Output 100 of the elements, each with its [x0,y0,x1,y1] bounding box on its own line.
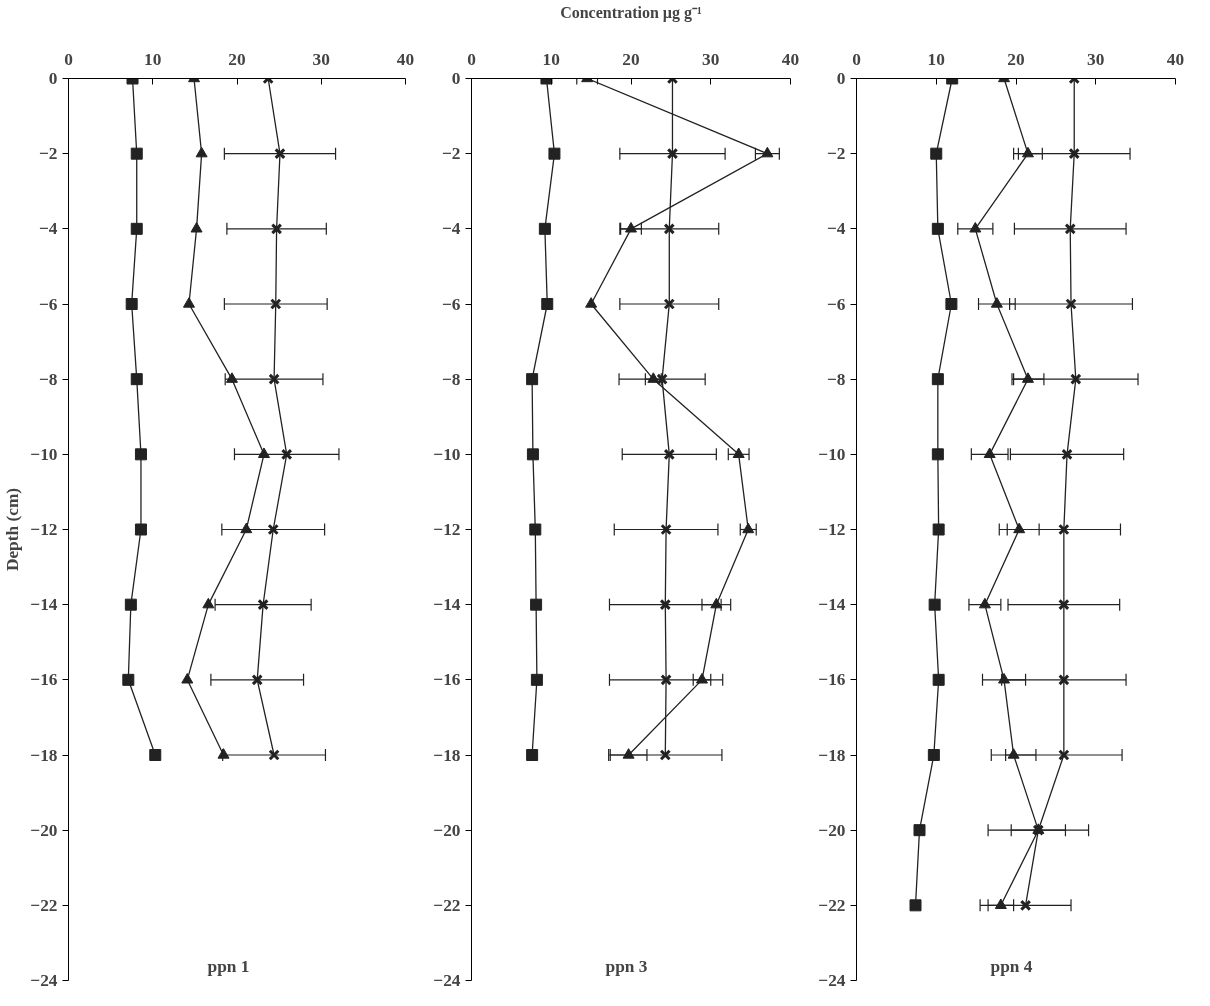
point [1058,674,1070,686]
point [130,147,143,160]
point [969,221,982,233]
y-tick-label: −4 [441,219,461,239]
point [930,147,943,160]
point [526,373,539,386]
point [217,748,230,759]
y-tick-label: −4 [38,219,58,239]
point [761,146,774,158]
y-tick-label: −10 [818,444,846,464]
point [659,598,672,611]
x-tick-label: 40 [396,49,415,69]
y-tick-label: −2 [441,144,461,164]
point [945,298,958,310]
y-tick-label: −2 [38,144,58,164]
point [134,448,147,461]
y-tick-label: −22 [30,895,58,915]
y-tick-label: −18 [818,745,846,765]
y-tick-label: −20 [433,820,461,840]
point [240,522,253,534]
x-tick-label: 30 [312,49,330,69]
point [270,223,283,235]
y-tick-label: −22 [433,895,461,915]
y-tick-label: −12 [818,520,846,539]
x-tick-label: 30 [1087,49,1105,69]
y-tick-label: −12 [30,520,58,539]
point [529,523,542,536]
y-tick-label: −8 [38,369,58,389]
point [666,147,679,160]
point [268,749,280,761]
y-tick-label: −20 [818,820,846,840]
y-tick-label: −20 [30,820,58,840]
y-tick-label: −16 [818,670,846,690]
annotation: ppn 3 [605,956,648,976]
y-tick-label: −2 [826,144,846,164]
x-tick-label: 10 [144,49,162,69]
point [1021,146,1034,158]
point [190,221,203,233]
point [994,898,1007,910]
y-tick-label: −14 [433,595,461,615]
point [931,448,944,461]
point [130,222,143,235]
point [978,597,991,609]
annotation: ppn 4 [990,956,1033,976]
x-tick-label: 0 [852,49,861,69]
point [1058,523,1070,536]
point [625,221,637,233]
point [182,297,195,308]
point [195,146,208,158]
y-tick-label: −10 [30,444,58,464]
x-tick-label: 10 [542,49,560,69]
x-tick-label: 20 [622,49,640,69]
point [202,597,215,609]
point [251,674,263,686]
point [1007,748,1020,759]
y-tick-label: 0 [836,69,846,88]
point [1013,522,1026,534]
y-tick-label: −18 [433,745,461,765]
point [225,372,238,383]
point [1070,373,1082,385]
point [1019,899,1032,912]
point [656,373,668,385]
point [659,749,672,761]
x-tick-label: 30 [702,49,720,69]
point [1064,223,1076,235]
point [931,222,944,235]
x-tick-label: 20 [1007,49,1025,69]
y-tick-label: −14 [818,595,846,615]
point [541,298,554,310]
y-tick-label: −4 [826,219,846,239]
point [931,373,944,386]
y-tick-label: −6 [38,294,58,314]
point [660,523,672,536]
point [257,447,270,459]
point [530,673,543,686]
y-tick-label: −8 [826,369,846,389]
point [909,899,922,912]
point [932,523,945,536]
y-tick-label: −12 [433,520,461,539]
y-tick-label: −14 [30,595,58,615]
annotation: ppn 1 [207,956,250,976]
point [927,749,940,761]
y-tick-label: 0 [48,69,58,88]
x-tick-label: 40 [1166,49,1185,69]
point [526,749,539,761]
point [932,673,945,686]
x-tick-label: 0 [64,49,73,69]
y-tick-label: −22 [818,895,846,915]
y-tick-label: −24 [30,971,58,990]
point [663,298,676,310]
y-tick-label: 0 [451,69,461,88]
x-tick-label: 40 [781,49,800,69]
y-tick-label: −24 [818,971,846,990]
point [585,297,598,308]
point [710,597,723,609]
y-tick-label: −16 [30,670,58,690]
point [257,598,269,611]
point [660,674,672,686]
point [125,298,138,310]
y-tick-label: −18 [30,745,58,765]
